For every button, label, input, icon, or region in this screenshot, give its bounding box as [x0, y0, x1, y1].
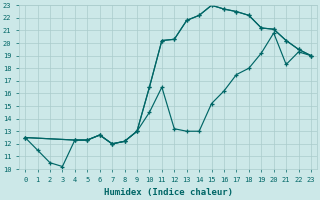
X-axis label: Humidex (Indice chaleur): Humidex (Indice chaleur)	[104, 188, 233, 197]
